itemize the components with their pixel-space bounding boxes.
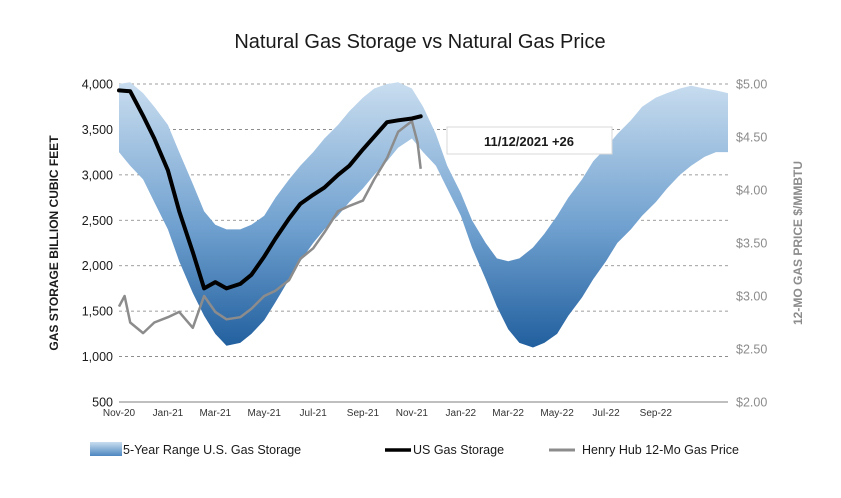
- y-tick-label: 3,500: [82, 123, 113, 137]
- x-tick-label: Nov-20: [103, 408, 136, 419]
- legend-label-price: Henry Hub 12-Mo Gas Price: [582, 443, 739, 457]
- y-tick-label: 3,000: [82, 168, 113, 182]
- y2-tick-label: $2.00: [736, 396, 767, 410]
- y2-tick-label: $5.00: [736, 78, 767, 92]
- y2-tick-label: $3.00: [736, 290, 767, 304]
- chart-title: Natural Gas Storage vs Natural Gas Price: [234, 31, 605, 53]
- annotation-box: [446, 126, 613, 155]
- x-tick-label: May-21: [248, 408, 282, 419]
- x-tick-label: Jan-22: [446, 408, 477, 419]
- x-tick-label: Mar-22: [492, 408, 524, 419]
- series-lines: [117, 88, 423, 335]
- legend: 5-Year Range U.S. Gas Storage US Gas Sto…: [90, 442, 739, 457]
- x-tick-label: May-22: [540, 408, 574, 419]
- henry-hub-price-line: [117, 119, 422, 335]
- y2-tick-label: $4.50: [736, 131, 767, 145]
- y2-tick-label: $2.50: [736, 343, 767, 357]
- x-ticks: Nov-20 Jan-21 Mar-21 May-21 Jul-21 Sep-21 Nov-…: [103, 408, 672, 419]
- left-y-axis-label: GAS STORAGE BILLION CUBIC FEET: [47, 135, 61, 351]
- legend-swatch-range: [90, 442, 122, 456]
- y-tick-label: 2,000: [82, 259, 113, 273]
- x-tick-label: Jan-21: [153, 408, 184, 419]
- us-gas-storage-line: [117, 88, 423, 291]
- left-y-ticks: 500 1,000 1,500 2,000 2,500 3,000 3,500 4,000: [82, 78, 113, 410]
- y-tick-label: 4,000: [82, 78, 113, 92]
- legend-label-storage: US Gas Storage: [413, 443, 504, 457]
- x-tick-label: Jul-21: [300, 408, 328, 419]
- y2-tick-label: $3.50: [736, 237, 767, 251]
- x-tick-label: Jul-22: [592, 408, 620, 419]
- range-band-area: [119, 82, 728, 348]
- x-tick-label: Mar-21: [199, 408, 231, 419]
- y2-tick-label: $4.00: [736, 184, 767, 198]
- right-y-axis-label: 12-MO GAS PRICE $/MMBTU: [791, 161, 805, 325]
- right-y-ticks: $2.00 $2.50 $3.00 $3.50 $4.00 $4.50 $5.00: [736, 78, 767, 410]
- annotation-text: 11/12/2021 +26: [484, 134, 574, 149]
- legend-label-range: 5-Year Range U.S. Gas Storage: [123, 443, 301, 457]
- y-tick-label: 2,500: [82, 214, 113, 228]
- x-tick-label: Sep-21: [347, 408, 380, 419]
- y-tick-label: 1,500: [82, 305, 113, 319]
- five-year-range-band: [119, 82, 728, 348]
- y-tick-label: 1,000: [82, 350, 113, 364]
- x-tick-label: Sep-22: [640, 408, 673, 419]
- y-tick-label: 500: [92, 396, 113, 410]
- x-tick-label: Nov-21: [396, 408, 429, 419]
- annotation-callout: 11/12/2021 +26: [446, 126, 613, 155]
